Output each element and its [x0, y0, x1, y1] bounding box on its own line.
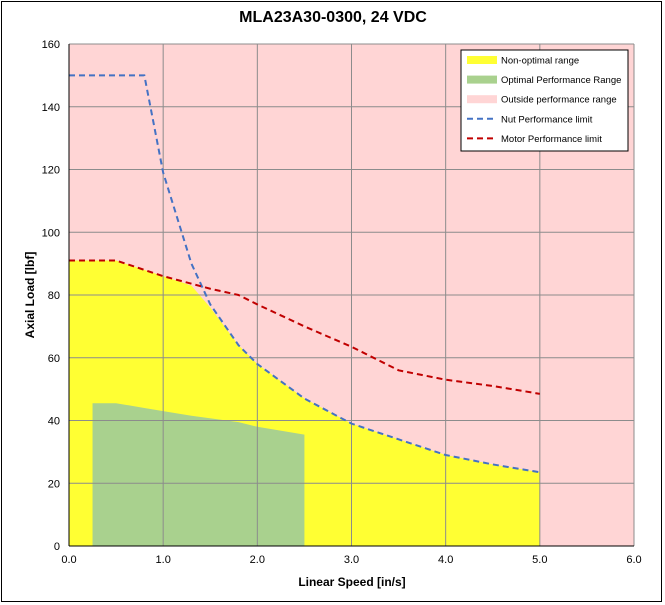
y-tick-label: 60 — [48, 353, 60, 365]
y-tick-label: 140 — [42, 102, 60, 114]
legend-label: Optimal Performance Range — [501, 75, 621, 86]
chart-title: MLA23A30-0300, 24 VDC — [239, 9, 427, 26]
line-series-1 — [69, 74, 540, 474]
y-tick-label: 0 — [54, 541, 60, 553]
legend-label: Nut Performance limit — [501, 114, 593, 125]
tick-labels: 0.0 1.0 2.0 3.0 4.0 5.0 6.0 0 20 40 60 80 100 120 140 1… — [42, 39, 642, 566]
legend: Non-optimal range Optimal Performance Ran… — [460, 49, 629, 152]
x-tick-label: 2.0 — [250, 554, 265, 566]
line-series-2 — [69, 259, 540, 395]
x-tick-label: 0.0 — [61, 554, 76, 566]
x-tick-label: 6.0 — [626, 554, 641, 566]
legend-label: Non-optimal range — [501, 56, 579, 67]
x-axis-title: Linear Speed [in/s] — [298, 575, 405, 589]
y-tick-label: 40 — [48, 416, 60, 428]
x-tick-label: 1.0 — [156, 554, 171, 566]
y-tick-label: 20 — [48, 478, 60, 490]
legend-label: Outside performance range — [501, 95, 617, 106]
y-axis-title: Axial Load [lbf] — [23, 252, 37, 339]
y-tick-label: 80 — [48, 290, 60, 302]
y-tick-label: 160 — [42, 39, 60, 51]
area-series-2 — [92, 403, 305, 546]
legend-swatch — [467, 75, 497, 84]
legend-swatch — [467, 56, 497, 64]
x-tick-label: 4.0 — [438, 554, 453, 566]
x-tick-label: 3.0 — [344, 554, 359, 566]
y-tick-label: 100 — [42, 227, 60, 239]
legend-label: Motor Performance limit — [501, 134, 602, 145]
x-tick-label: 5.0 — [532, 554, 547, 566]
legend-swatch — [467, 95, 497, 104]
y-tick-label: 120 — [42, 165, 60, 177]
